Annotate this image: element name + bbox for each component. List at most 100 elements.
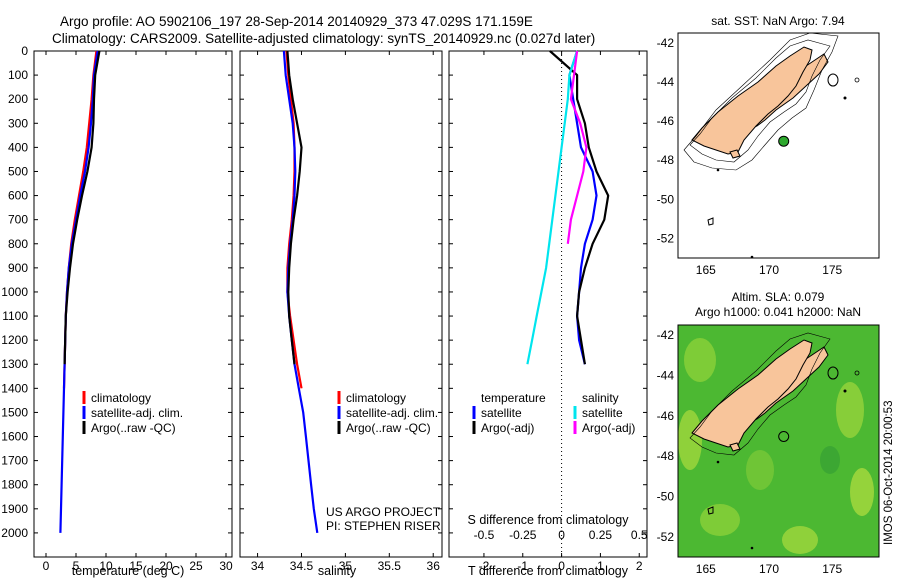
sst-map-lat-tick-label: -42: [657, 36, 675, 50]
project-credit: US ARGO PROJECT: [326, 505, 441, 519]
difference-series-argo-adj: [549, 50, 610, 365]
sla-map-title: Altim. SLA: 0.079: [732, 290, 825, 304]
sla-map-lon-tick-label: 175: [822, 562, 842, 576]
salinity-x-tick-label: 34: [251, 559, 265, 573]
auckland-islands-outline: [707, 217, 714, 226]
temperature-x-tick-label: 15: [129, 559, 143, 573]
depth-tick-label: 300: [8, 116, 28, 130]
shelf-contour-outer: [683, 33, 839, 171]
temperature-x-tick-label: 25: [189, 559, 203, 573]
depth-tick-label: 200: [8, 92, 28, 106]
sla-patch: [850, 468, 874, 516]
sla-patch: [700, 504, 740, 536]
difference-plot-frame: [448, 50, 648, 558]
sla-patch: [836, 382, 864, 438]
sst-map-lon-tick-label: 175: [822, 263, 842, 277]
argo-float-location-marker: [778, 135, 790, 147]
figure-title-line1: Argo profile: AO 5902106_197 28-Sep-2014…: [60, 14, 533, 29]
difference-s-tick-label: 0.25: [589, 528, 613, 542]
sla-map-lat-tick-label: -52: [657, 530, 675, 544]
depth-tick-label: 1300: [1, 357, 28, 371]
depth-tick-label: 1800: [1, 478, 28, 492]
sla-patch: [684, 338, 716, 382]
salinity-legend: climatology satellite-adj. clim. Argo(..…: [337, 391, 438, 435]
sla-map-frame: [677, 324, 880, 558]
sst-map-lon-tick-label: 165: [696, 263, 716, 277]
depth-tick-label: 1400: [1, 381, 28, 395]
sst-map-lat-tick-label: -52: [657, 231, 675, 245]
depth-tick-label: 1100: [2, 309, 28, 323]
salinity-axis-label: salinity: [318, 564, 357, 578]
sla-map-lat-tick-label: -44: [657, 368, 675, 382]
temperature-x-tick-label: 10: [99, 559, 113, 573]
depth-tick-label: 100: [8, 68, 28, 82]
temperature-axis-label: temperature (deg C): [72, 564, 185, 578]
sla-map-lon-tick-label: 170: [759, 562, 779, 576]
generation-timestamp: IMOS 06-Oct-2014 20:00:53: [883, 401, 895, 545]
profile-lines: [59, 50, 610, 557]
shelf-contour-inner: [689, 332, 831, 456]
salinity-x-tick-label: 36: [427, 559, 441, 573]
temperature-series-argo-raw-qc: [63, 50, 101, 365]
depth-tick-label: 1200: [1, 333, 28, 347]
argo-float-location-marker: [778, 431, 790, 442]
depth-tick-label: 1000: [1, 285, 28, 299]
depth-tick-label: 600: [8, 189, 28, 203]
depth-tick-label: 2000: [1, 526, 28, 540]
legend-label-t-satellite: satellite: [481, 406, 522, 420]
temperature-x-tick-label: 0: [43, 559, 50, 573]
island-dot: [854, 77, 860, 83]
difference-x-tick-label: 2: [636, 559, 643, 573]
sst-map-lon-tick-label: 170: [759, 263, 779, 277]
temperature-series-satellite-adj-clim: [59, 50, 99, 533]
legend-title-temperature: temperature: [481, 391, 546, 405]
legend-label-s-satellite: satellite: [582, 406, 623, 420]
figure-title-line2: Climatology: CARS2009. Satellite-adjuste…: [52, 31, 595, 46]
depth-tick-label: 1500: [1, 405, 28, 419]
sla-patch: [820, 446, 840, 474]
island-dot: [843, 389, 847, 393]
legend-label-s-argo: Argo(-adj): [582, 421, 635, 435]
island-dot: [854, 370, 860, 376]
difference-x-tick-label: -2: [479, 559, 490, 573]
depth-tick-label: 1700: [1, 454, 28, 468]
stewart-island-land: [729, 442, 741, 452]
sst-map-frame: [677, 32, 880, 259]
temperature-plot-frame: [33, 50, 233, 558]
sla-patch: [678, 410, 702, 470]
difference-s-tick-label: 0.5: [631, 528, 648, 542]
difference-x-tick-label: 0: [558, 559, 565, 573]
island-dot: [716, 460, 720, 464]
island-dot: [716, 168, 720, 172]
temperature-x-tick-label: 30: [219, 559, 233, 573]
sla-map-lat-tick-label: -50: [657, 489, 675, 503]
pi-credit: PI: STEPHEN RISER: [326, 519, 441, 533]
salinity-plot-frame: [239, 50, 443, 558]
difference-x-tick-label: 1: [597, 559, 604, 573]
legend-label-argo: Argo(..raw -QC): [346, 421, 431, 435]
legend-label-satellite: satellite-adj. clim.: [91, 406, 183, 420]
depth-tick-label: 400: [8, 140, 28, 154]
shelf-contour-inner: [689, 39, 831, 163]
depth-tick-label: 1600: [1, 430, 28, 444]
depth-tick-label: 700: [8, 213, 28, 227]
sla-map-lat-tick-label: -46: [657, 409, 675, 423]
temperature-legend: climatology satellite-adj. clim. Argo(..…: [82, 391, 183, 435]
sst-map: [677, 32, 880, 259]
sla-patch: [782, 526, 818, 554]
depth-tick-label: 800: [8, 237, 28, 251]
sst-map-lat-tick-label: -44: [657, 75, 675, 89]
sla-map-lat-tick-label: -42: [657, 328, 675, 342]
difference-s-tick-label: -0.5: [474, 528, 495, 542]
axis-ticks: 0100200300400500600700800900100011001200…: [1, 36, 842, 576]
salinity-x-tick-label: 35: [339, 559, 353, 573]
chatham-rise-contour: [827, 366, 839, 380]
sla-anomaly-pattern: [678, 338, 874, 554]
island-dot: [750, 255, 754, 258]
legend-label-t-argo: Argo(-adj): [481, 421, 534, 435]
auckland-islands-outline: [707, 506, 714, 515]
depth-tick-label: 1900: [1, 502, 28, 516]
sst-map-lat-tick-label: -46: [657, 114, 675, 128]
chatham-rise-contour: [827, 73, 839, 87]
